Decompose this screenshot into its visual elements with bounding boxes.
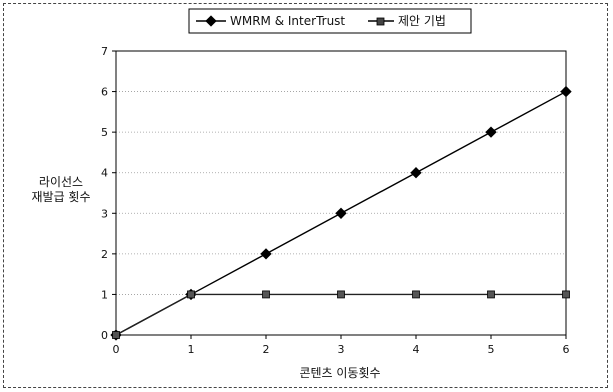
chart-frame xyxy=(3,3,608,388)
tick-labels: 0 1 2 3 4 5 6 7 0 1 2 3 4 5 6 xyxy=(101,45,570,356)
point-s1-6 xyxy=(562,290,570,299)
y-tick-label-7: 7 xyxy=(101,45,108,58)
series-group xyxy=(110,85,572,341)
point-s0-4 xyxy=(410,167,422,179)
legend-marker-proposed xyxy=(376,17,385,26)
x-tick-label-1: 1 xyxy=(188,343,195,356)
point-s0-2 xyxy=(260,248,272,260)
point-s1-0 xyxy=(112,331,120,339)
legend-label-proposed: 제안 기법 xyxy=(398,14,446,28)
x-tick-label-2: 2 xyxy=(263,343,270,356)
point-s0-3 xyxy=(335,207,347,219)
legend-box xyxy=(188,8,472,34)
legend-label-wmrm: WMRM & InterTrust xyxy=(230,14,345,28)
y-axis-label-line-1: 라이선스 xyxy=(39,175,83,189)
point-s1-4 xyxy=(412,290,420,299)
axes xyxy=(112,50,567,339)
point-s1-1 xyxy=(187,290,195,299)
point-s1-2 xyxy=(262,290,270,299)
y-tick-label-3: 3 xyxy=(101,207,108,220)
y-tick-label-4: 4 xyxy=(101,167,108,180)
point-s0-5 xyxy=(485,126,497,138)
y-tick-label-0: 0 xyxy=(101,329,108,342)
x-tick-label-5: 5 xyxy=(488,343,495,356)
x-axis-label: 콘텐츠 이동횟수 xyxy=(299,366,380,380)
grid xyxy=(116,50,566,295)
y-tick-label-6: 6 xyxy=(101,86,108,99)
x-tick-label-6: 6 xyxy=(563,343,570,356)
x-tick-label-4: 4 xyxy=(413,343,420,356)
point-s1-5 xyxy=(487,290,495,299)
x-tick-label-0: 0 xyxy=(113,343,120,356)
y-tick-label-2: 2 xyxy=(101,248,108,261)
legend: WMRM & InterTrust 제안 기법 xyxy=(188,8,472,34)
y-tick-label-1: 1 xyxy=(101,288,108,301)
series-line-1 xyxy=(115,293,566,336)
point-s1-3 xyxy=(337,290,345,299)
point-s0-6 xyxy=(560,85,572,98)
x-tick-label-3: 3 xyxy=(338,343,345,356)
y-axis-label-line-2: 재발급 횟수 xyxy=(31,190,90,204)
y-tick-label-5: 5 xyxy=(101,126,108,139)
